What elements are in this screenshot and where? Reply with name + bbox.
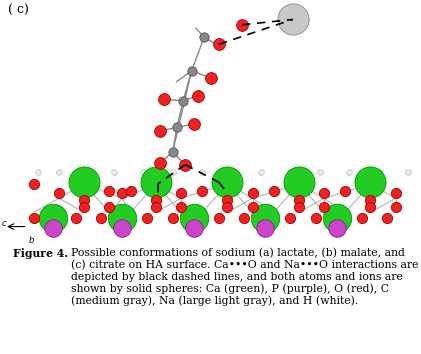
Point [119,190,125,196]
Point [287,169,294,175]
Point [376,169,382,175]
Point [140,169,147,175]
Point [296,204,302,210]
Point [224,197,231,203]
Point [384,215,391,221]
Text: b: b [29,236,34,245]
Text: Figure 4.: Figure 4. [13,248,68,259]
Point [56,190,62,196]
Point [56,169,62,175]
Point [228,169,235,175]
Point [81,179,88,185]
Point [333,224,340,229]
Point [367,197,374,203]
Point [296,179,302,185]
Text: ( c): ( c) [8,4,29,17]
Point [190,121,197,127]
Point [249,190,256,196]
Point [195,93,201,98]
Point [289,17,296,22]
Point [127,188,134,194]
Point [392,204,399,210]
Point [152,204,159,210]
Point [152,197,159,203]
Point [49,225,56,231]
Point [312,215,319,221]
Point [199,188,205,194]
Point [333,215,340,221]
Point [216,215,222,221]
Point [49,215,56,221]
Point [321,190,328,196]
Point [190,215,197,221]
Point [262,225,269,231]
Point [239,22,245,28]
Point [157,160,163,166]
Point [49,224,56,229]
Point [119,224,125,229]
Point [161,96,168,102]
Point [81,204,88,210]
Point [224,179,231,185]
Point [106,188,113,194]
Point [190,225,197,231]
Point [106,204,113,210]
Point [262,215,269,221]
Point [144,215,151,221]
Point [199,169,205,175]
Point [110,169,117,175]
Point [72,215,79,221]
Point [216,41,222,47]
Point [81,169,88,175]
Point [270,188,277,194]
Point [169,169,176,175]
Point [359,215,365,221]
Point [188,68,195,74]
Point [119,215,125,221]
Point [224,204,231,210]
Point [287,215,294,221]
Point [367,204,374,210]
Point [30,181,37,187]
Text: Possible conformations of sodium (a) lactate, (b) malate, and (c) citrate on HA : Possible conformations of sodium (a) lac… [71,248,419,306]
Point [321,204,328,210]
Point [81,197,88,203]
Point [342,188,349,194]
Point [35,169,41,175]
Point [405,169,412,175]
Point [333,225,340,231]
Point [157,128,163,134]
Point [190,224,197,229]
Point [207,75,214,81]
Point [169,215,176,221]
Point [201,34,208,40]
Point [30,215,37,221]
Point [367,179,374,185]
Point [249,204,256,210]
Point [180,98,187,104]
Point [317,169,323,175]
Point [152,179,159,185]
Point [98,215,104,221]
Point [241,215,248,221]
Point [392,190,399,196]
Point [296,197,302,203]
Point [178,204,184,210]
Point [169,149,176,155]
Text: c: c [2,218,7,228]
Point [258,169,264,175]
Point [182,162,189,167]
Point [346,169,353,175]
Point [119,225,125,231]
Point [178,190,184,196]
Point [173,125,180,130]
Point [262,224,269,229]
